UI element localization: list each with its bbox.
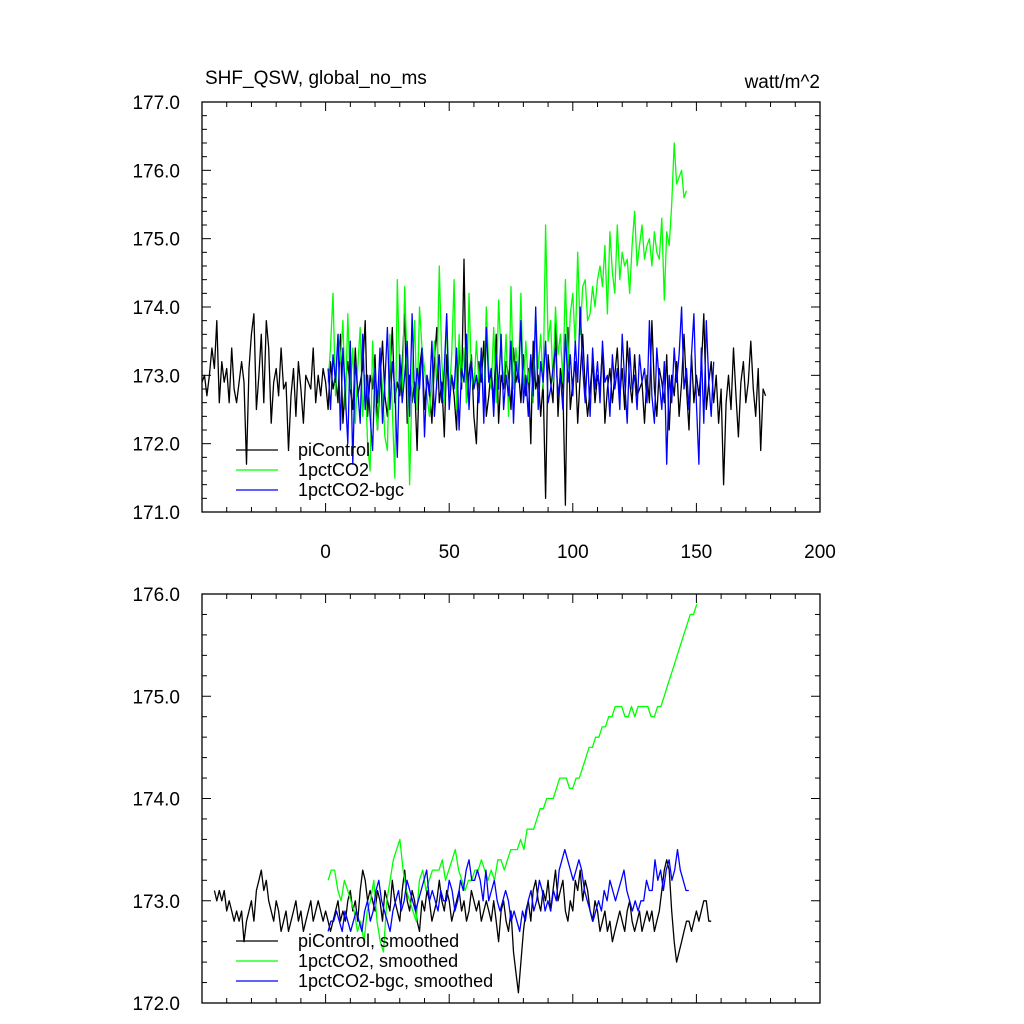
y-tick-label: 176.0 — [132, 161, 180, 182]
y-tick-label: 171.0 — [132, 503, 180, 524]
legend-label: 1pctCO2-bgc — [298, 480, 404, 500]
series-line-1pctco2-bgc-smoothed — [327, 848, 689, 933]
legend-label: 1pctCO2 — [298, 460, 369, 480]
y-tick-label: 172.0 — [132, 435, 180, 456]
series-line-1pctco2-smoothed — [327, 603, 698, 953]
y-tick-label: 174.0 — [132, 790, 180, 811]
legend-label: piControl, smoothed — [298, 931, 459, 951]
y-tick-label: 175.0 — [132, 230, 180, 251]
series-line-1pctco2 — [327, 142, 688, 486]
legend-label: 1pctCO2, smoothed — [298, 951, 458, 971]
legend-label: 1pctCO2-bgc, smoothed — [298, 971, 493, 991]
chart-title: SHF_QSW, global_no_ms — [205, 68, 427, 89]
series-line-picontrol — [201, 258, 767, 506]
top-panel: 171.0 172.0 173.0 174.0 175.0 176.0 177.0 0 50 10… — [132, 93, 835, 563]
x-tick-label: 100 — [557, 542, 589, 563]
y-tick-label: 174.0 — [132, 298, 180, 319]
x-tick-label: 0 — [320, 542, 331, 563]
series-line-1pctco2-bgc — [327, 306, 715, 465]
y-tick-label: 173.0 — [132, 366, 180, 387]
y-tick-label: 177.0 — [132, 93, 180, 114]
y-tick-label: 175.0 — [132, 687, 180, 708]
bottom-panel: 172.0 173.0 174.0 175.0 176.0 piControl, smoo… — [132, 585, 821, 1015]
x-tick-label: 50 — [439, 542, 460, 563]
x-tick-label: 150 — [681, 542, 713, 563]
x-tick-label: 200 — [804, 542, 836, 563]
y-tick-label: 173.0 — [132, 892, 180, 913]
units-label: watt/m^2 — [744, 72, 820, 93]
series-line-picontrol-smoothed — [213, 859, 712, 994]
plot-frame — [201, 593, 821, 1004]
y-tick-label: 172.0 — [132, 994, 180, 1015]
y-tick-label: 176.0 — [132, 585, 180, 606]
legend-label: piControl — [298, 440, 370, 460]
